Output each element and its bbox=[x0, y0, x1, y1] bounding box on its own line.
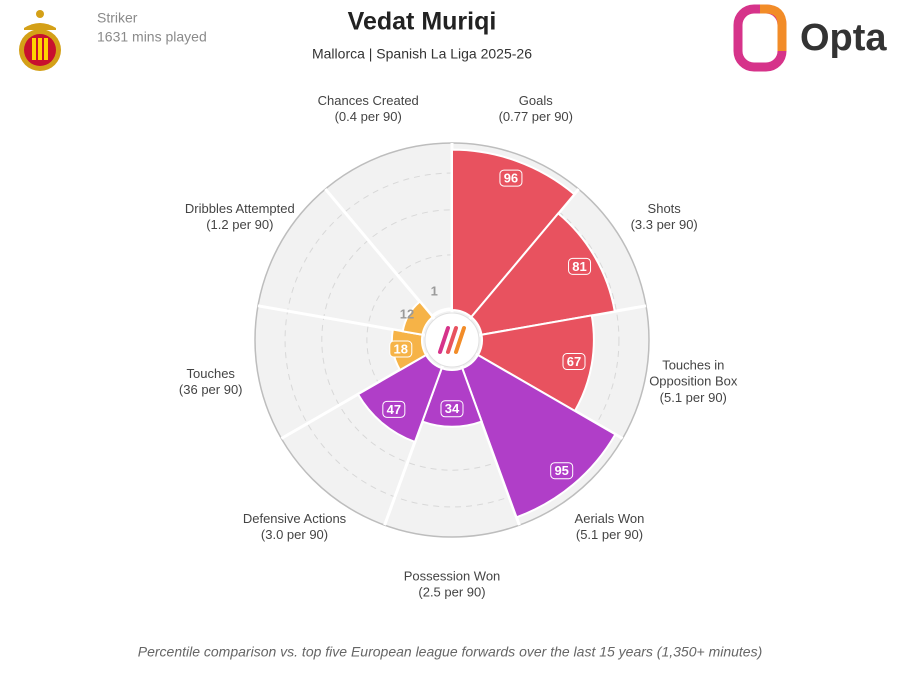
category-label: Defensive Actions bbox=[243, 511, 347, 526]
category-sublabel: (2.5 per 90) bbox=[418, 584, 485, 599]
category-sublabel: (0.77 per 90) bbox=[499, 109, 573, 124]
category-sublabel: (36 per 90) bbox=[179, 382, 243, 397]
category-label: Dribbles Attempted bbox=[185, 201, 295, 216]
category-label: Touches in Opposition Box bbox=[649, 358, 738, 389]
value-label: 81 bbox=[572, 259, 586, 274]
value-badge bbox=[499, 169, 523, 187]
footnote: Percentile comparison vs. top five Europ… bbox=[138, 644, 763, 660]
value-label: 95 bbox=[554, 463, 568, 478]
bar-sector bbox=[476, 314, 595, 413]
value-label: 34 bbox=[445, 401, 460, 416]
chart-title: Vedat Muriqi bbox=[348, 8, 497, 36]
bar-sector bbox=[430, 307, 453, 319]
minutes-played: 1631 mins played bbox=[97, 29, 207, 45]
center-logo-stripe bbox=[446, 326, 458, 354]
value-label: 67 bbox=[567, 354, 581, 369]
value-label: 47 bbox=[387, 402, 401, 417]
category-label: Shots bbox=[648, 201, 682, 216]
value-badge bbox=[550, 462, 574, 480]
category-label: Chances Created bbox=[318, 93, 419, 108]
category-label: Possession Won bbox=[404, 568, 501, 583]
category-sublabel: (1.2 per 90) bbox=[206, 217, 273, 232]
value-badge bbox=[440, 400, 464, 418]
category-sublabel: (3.0 per 90) bbox=[261, 527, 328, 542]
bar-sector bbox=[451, 148, 576, 319]
value-label: 96 bbox=[504, 171, 518, 186]
category-sublabel: (3.3 per 90) bbox=[631, 217, 698, 232]
center-logo-stripe bbox=[438, 326, 450, 354]
center-logo-stripe bbox=[454, 326, 466, 354]
brand-name: Opta bbox=[800, 17, 887, 59]
polar-area: 96 Goals(0.77 per 90) 81 Shots(3.3 per 90) 6… bbox=[179, 93, 738, 599]
bar-sector bbox=[460, 353, 617, 519]
category-label: Aerials Won bbox=[575, 511, 645, 526]
value-badge bbox=[562, 353, 586, 371]
club-crest bbox=[19, 10, 61, 71]
brand-logo: Opta bbox=[733, 4, 887, 72]
category-sublabel: (5.1 per 90) bbox=[576, 527, 643, 542]
value-badge bbox=[382, 400, 406, 418]
player-position: Striker bbox=[97, 10, 138, 26]
value-label: 18 bbox=[394, 341, 408, 356]
category-sublabel: (0.4 per 90) bbox=[335, 109, 402, 124]
value-label: 1 bbox=[431, 284, 438, 299]
value-badge bbox=[389, 340, 413, 358]
value-label: 12 bbox=[400, 306, 414, 321]
bar-sector bbox=[401, 300, 435, 336]
chart-subtitle: Mallorca | Spanish La Liga 2025-26 bbox=[312, 46, 532, 62]
bar-sector bbox=[469, 211, 616, 336]
bar-sector bbox=[356, 353, 444, 444]
category-label: Touches bbox=[187, 366, 236, 381]
value-badge bbox=[568, 257, 592, 275]
category-sublabel: (5.1 per 90) bbox=[660, 390, 727, 405]
category-label: Goals bbox=[519, 93, 553, 108]
